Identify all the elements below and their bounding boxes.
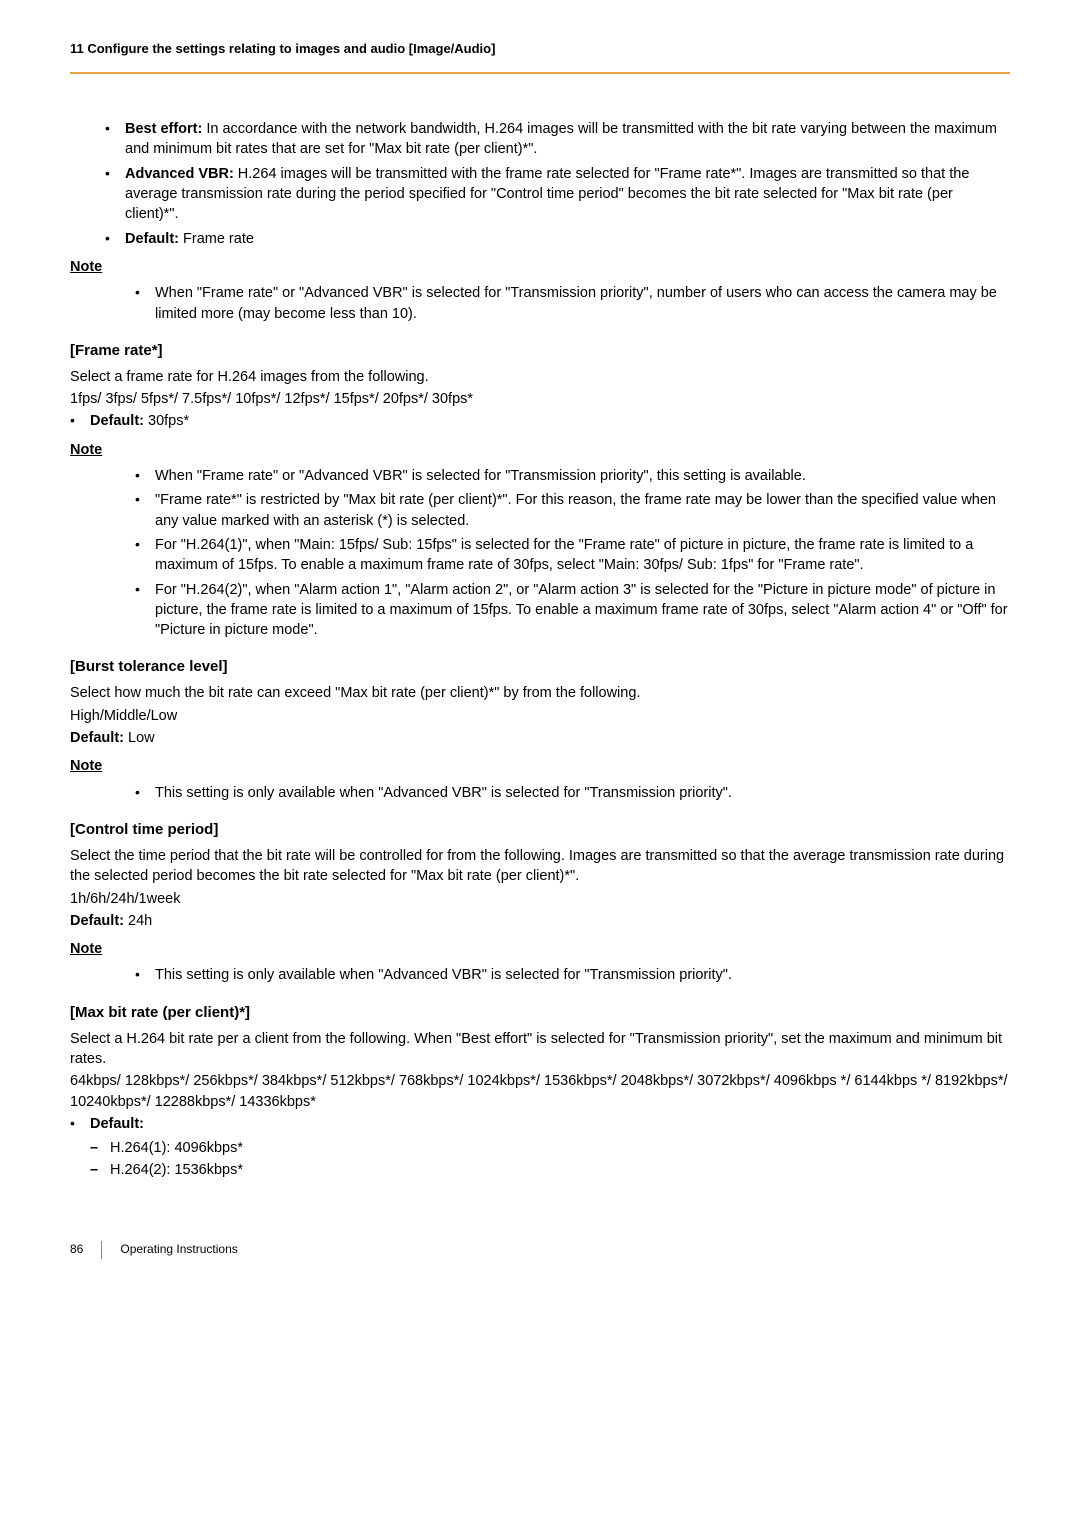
frame-rate-desc2: 1fps/ 3fps/ 5fps*/ 7.5fps*/ 10fps*/ 12fp… — [70, 389, 1010, 409]
bullet-advanced-vbr: Advanced VBR: H.264 images will be trans… — [105, 164, 1010, 225]
note-1-heading: Note — [70, 257, 1010, 277]
note-1-item: When "Frame rate" or "Advanced VBR" is s… — [135, 283, 1010, 324]
note-3-heading: Note — [70, 756, 1010, 776]
control-heading: [Control time period] — [70, 819, 1010, 840]
maxbit-desc2: 64kbps/ 128kbps*/ 256kbps*/ 384kbps*/ 51… — [70, 1071, 1010, 1112]
frame-rate-heading: [Frame rate*] — [70, 340, 1010, 361]
default-label: Default: — [125, 231, 179, 247]
control-options: 1h/6h/24h/1week — [70, 889, 1010, 909]
frame-rate-default: Default: 30fps* — [70, 411, 1010, 431]
maxbit-dash-0: H.264(1): 4096kbps* — [90, 1138, 1010, 1158]
top-bullets: Best effort: In accordance with the netw… — [70, 119, 1010, 249]
burst-options: High/Middle/Low — [70, 706, 1010, 726]
maxbit-default-item: Default: — [70, 1114, 1010, 1134]
frame-rate-default-item: Default: 30fps* — [70, 411, 1010, 431]
note-3-list: This setting is only available when "Adv… — [70, 783, 1010, 803]
advanced-vbr-text: H.264 images will be transmitted with th… — [125, 166, 969, 223]
footer-divider — [101, 1241, 102, 1259]
page-header: 11 Configure the settings relating to im… — [70, 40, 1010, 74]
frame-rate-desc1: Select a frame rate for H.264 images fro… — [70, 367, 1010, 387]
control-desc: Select the time period that the bit rate… — [70, 846, 1010, 887]
burst-default-value: Low — [124, 730, 155, 746]
maxbit-desc1: Select a H.264 bit rate per a client fro… — [70, 1029, 1010, 1070]
note-2-item-0: When "Frame rate" or "Advanced VBR" is s… — [135, 466, 1010, 486]
note-1-list: When "Frame rate" or "Advanced VBR" is s… — [70, 283, 1010, 324]
maxbit-default-label: Default: — [90, 1116, 144, 1132]
bullet-default: Default: Frame rate — [105, 229, 1010, 249]
note-4-item: This setting is only available when "Adv… — [135, 965, 1010, 985]
maxbit-default-list: Default: — [70, 1114, 1010, 1134]
note-2-heading: Note — [70, 440, 1010, 460]
note-2-item-3: For "H.264(2)", when "Alarm action 1", "… — [135, 580, 1010, 641]
control-default: Default: 24h — [70, 911, 1010, 931]
burst-default-label: Default: — [70, 730, 124, 746]
note-2-list: When "Frame rate" or "Advanced VBR" is s… — [70, 466, 1010, 640]
advanced-vbr-label: Advanced VBR: — [125, 166, 234, 182]
page-number: 86 — [70, 1241, 83, 1258]
footer-label: Operating Instructions — [120, 1241, 237, 1258]
frame-rate-default-label: Default: — [90, 413, 144, 429]
burst-heading: [Burst tolerance level] — [70, 656, 1010, 677]
page-footer: 86 Operating Instructions — [70, 1241, 1010, 1259]
note-2-item-2: For "H.264(1)", when "Main: 15fps/ Sub: … — [135, 535, 1010, 576]
default-text: Frame rate — [179, 231, 254, 247]
maxbit-heading: [Max bit rate (per client)*] — [70, 1002, 1010, 1023]
best-effort-label: Best effort: — [125, 121, 202, 137]
note-4-heading: Note — [70, 939, 1010, 959]
maxbit-dash-list: H.264(1): 4096kbps* H.264(2): 1536kbps* — [70, 1138, 1010, 1181]
best-effort-text: In accordance with the network bandwidth… — [125, 121, 997, 157]
note-2-item-1: "Frame rate*" is restricted by "Max bit … — [135, 490, 1010, 531]
note-3-item: This setting is only available when "Adv… — [135, 783, 1010, 803]
control-default-value: 24h — [124, 913, 152, 929]
frame-rate-default-value: 30fps* — [144, 413, 189, 429]
burst-desc: Select how much the bit rate can exceed … — [70, 683, 1010, 703]
maxbit-dash-1: H.264(2): 1536kbps* — [90, 1160, 1010, 1180]
bullet-best-effort: Best effort: In accordance with the netw… — [105, 119, 1010, 160]
burst-default: Default: Low — [70, 728, 1010, 748]
note-4-list: This setting is only available when "Adv… — [70, 965, 1010, 985]
control-default-label: Default: — [70, 913, 124, 929]
